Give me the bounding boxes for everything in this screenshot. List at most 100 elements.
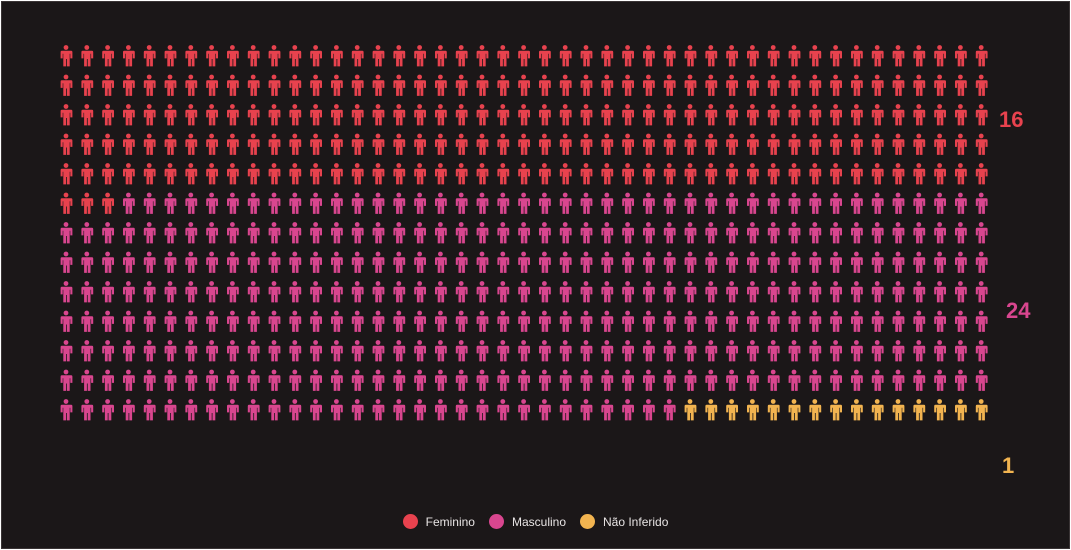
person-icon — [102, 222, 114, 244]
person-icon — [705, 192, 718, 214]
person-icon — [310, 222, 322, 244]
person-icon — [747, 369, 759, 391]
person-icon — [767, 399, 780, 421]
person-icon — [247, 45, 260, 67]
person-icon — [81, 310, 94, 332]
person-icon — [351, 251, 364, 273]
person-icon — [871, 399, 884, 421]
person-icon — [871, 369, 884, 391]
person-icon — [227, 251, 239, 273]
person-icon — [227, 133, 239, 155]
person-icon — [206, 192, 218, 214]
person-icon — [913, 74, 926, 96]
person-icon — [102, 192, 114, 214]
person-icon — [476, 45, 489, 67]
person-icon — [788, 45, 801, 67]
person-icon — [455, 133, 468, 155]
person-icon — [185, 104, 198, 126]
person-icon — [975, 281, 988, 303]
person-icon — [455, 192, 468, 214]
person-icon — [143, 45, 156, 67]
person-icon — [310, 192, 322, 214]
person-icon — [331, 310, 343, 332]
person-icon — [393, 251, 406, 273]
person-icon — [268, 163, 281, 185]
person-icon — [60, 192, 73, 214]
person-icon — [851, 399, 863, 421]
person-icon — [164, 133, 177, 155]
person-icon — [435, 281, 447, 303]
person-icon — [331, 163, 343, 185]
person-icon — [60, 104, 73, 126]
person-icon — [705, 340, 718, 362]
person-icon — [975, 45, 988, 67]
person-icon — [81, 45, 94, 67]
person-icon — [331, 192, 343, 214]
person-icon — [663, 74, 676, 96]
person-icon — [601, 340, 614, 362]
person-icon — [247, 369, 260, 391]
person-icon — [851, 369, 863, 391]
person-icon — [351, 133, 364, 155]
person-icon — [622, 104, 634, 126]
person-icon — [102, 133, 114, 155]
person-icon — [747, 104, 759, 126]
legend-label: Masculino — [511, 514, 566, 529]
person-icon — [185, 369, 198, 391]
person-icon — [227, 104, 239, 126]
legend: Feminino Masculino Não Inferido — [2, 514, 1069, 529]
person-icon — [913, 45, 926, 67]
person-icon — [601, 104, 614, 126]
person-icon — [414, 45, 426, 67]
person-icon — [767, 340, 780, 362]
person-icon — [622, 45, 634, 67]
person-icon — [206, 281, 218, 303]
person-icon — [601, 192, 614, 214]
person-icon — [393, 45, 406, 67]
person-icon — [955, 133, 967, 155]
person-icon — [393, 192, 406, 214]
person-icon — [559, 45, 572, 67]
person-icon — [622, 74, 634, 96]
person-icon — [684, 399, 697, 421]
person-icon — [580, 222, 593, 244]
person-icon — [102, 310, 114, 332]
person-icon — [705, 74, 718, 96]
person-icon — [81, 104, 94, 126]
person-icon — [622, 163, 634, 185]
person-icon — [435, 369, 447, 391]
person-icon — [102, 369, 114, 391]
person-icon — [268, 222, 281, 244]
count-feminino: 16 — [999, 107, 1024, 132]
person-icon — [913, 192, 926, 214]
person-icon — [455, 369, 468, 391]
person-icon — [559, 163, 572, 185]
person-icon — [851, 163, 863, 185]
person-icon — [684, 251, 697, 273]
person-icon — [206, 310, 218, 332]
person-icon — [809, 251, 822, 273]
person-icon — [809, 281, 822, 303]
person-icon — [747, 45, 759, 67]
person-icon — [643, 104, 655, 126]
person-icon — [123, 192, 135, 214]
person-icon — [518, 104, 530, 126]
person-icon — [643, 281, 655, 303]
person-icon — [455, 45, 468, 67]
person-icon — [892, 133, 905, 155]
person-icon — [830, 104, 842, 126]
person-icon — [60, 45, 73, 67]
person-icon — [60, 251, 73, 273]
person-icon — [684, 222, 697, 244]
person-icon — [539, 310, 551, 332]
person-icon — [123, 251, 135, 273]
person-icon — [643, 369, 655, 391]
person-icon — [331, 222, 343, 244]
person-icon — [81, 251, 94, 273]
person-icon — [975, 133, 988, 155]
person-icon — [123, 133, 135, 155]
person-icon — [518, 222, 530, 244]
icon-array — [60, 45, 988, 421]
person-icon — [913, 310, 926, 332]
person-icon — [643, 192, 655, 214]
